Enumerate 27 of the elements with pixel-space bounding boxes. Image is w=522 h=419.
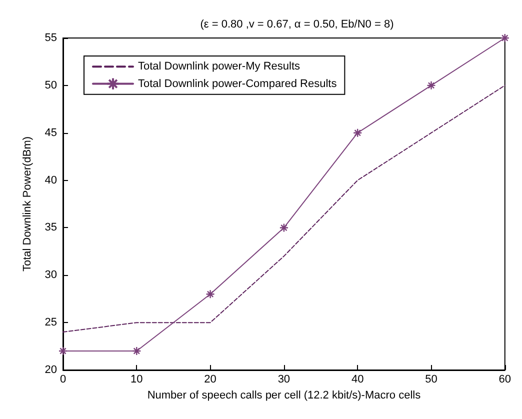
y-axis-title: Total Downlink Power(dBm) bbox=[22, 136, 34, 272]
x-tick-label: 20 bbox=[204, 374, 216, 386]
x-tick-label: 50 bbox=[425, 374, 438, 386]
x-tick-label: 60 bbox=[498, 374, 512, 386]
y-tick-label: 35 bbox=[44, 222, 57, 234]
legend-label: Total Downlink power-Compared Results bbox=[138, 78, 338, 90]
x-tick-label: 30 bbox=[278, 374, 290, 386]
x-tick-label: 10 bbox=[130, 374, 143, 386]
point bbox=[279, 223, 289, 232]
y-tick-label: 30 bbox=[44, 269, 57, 282]
y-tick-label: 45 bbox=[44, 126, 57, 139]
point bbox=[206, 290, 215, 299]
point bbox=[58, 346, 68, 356]
y-tick-label: 50 bbox=[44, 79, 57, 92]
point bbox=[500, 33, 510, 43]
y-tick-label: 40 bbox=[44, 174, 57, 186]
point bbox=[132, 346, 142, 356]
point bbox=[426, 80, 436, 90]
y-tick-label: 20 bbox=[44, 364, 57, 376]
chart-title: (ε = 0.80 ,v = 0.67, α = 0.50, Eb/N0 = 8) bbox=[200, 18, 394, 30]
point bbox=[352, 128, 362, 138]
x-axis-title: Number of speech calls per cell (12.2 kbit/s)-Macro cells bbox=[147, 389, 422, 402]
x-tick-label: 0 bbox=[60, 374, 66, 386]
legend-label: Total Downlink power-My Results bbox=[138, 60, 300, 73]
y-tick-label: 25 bbox=[44, 316, 57, 329]
x-tick-label: 40 bbox=[351, 374, 364, 386]
y-tick-label: 55 bbox=[44, 32, 57, 44]
